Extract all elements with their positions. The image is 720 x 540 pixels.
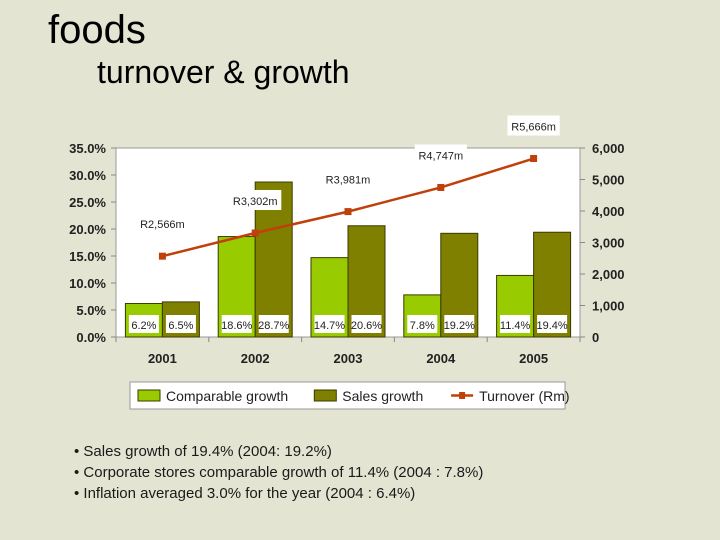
right-axis-tick-label: 0	[592, 330, 599, 345]
right-axis-tick-label: 4,000	[592, 204, 625, 219]
turnover-label-box	[507, 115, 560, 136]
turnover-data-label: R2,566m	[140, 219, 185, 231]
slide-title: foods	[48, 8, 146, 52]
data-label-box	[258, 315, 289, 333]
slide-subtitle: turnover & growth	[97, 54, 350, 90]
left-axis-tick-label: 15.0%	[69, 249, 106, 264]
right-axis-tick-label: 3,000	[592, 236, 625, 251]
turnover-label-box	[321, 168, 375, 189]
data-label-box	[351, 315, 382, 333]
bullet-item: • Sales growth of 19.4% (2004: 19.2%)	[74, 443, 332, 460]
bullet-item: • Corporate stores comparable growth of …	[74, 464, 484, 481]
x-axis-tick-label: 2002	[241, 351, 270, 366]
legend-marker	[459, 392, 466, 399]
data-label: 6.5%	[168, 320, 193, 332]
data-label-box	[221, 315, 252, 333]
data-label-box	[407, 315, 438, 333]
data-label-box	[314, 315, 345, 333]
turnover-data-label: R3,981m	[326, 175, 371, 187]
left-axis-tick-label: 0.0%	[76, 330, 106, 345]
turnover-marker	[344, 208, 352, 216]
data-label: 7.8%	[410, 320, 435, 332]
legend-label: Comparable growth	[166, 388, 288, 404]
x-axis-tick-label: 2005	[519, 351, 548, 366]
data-label: 20.6%	[351, 320, 382, 332]
turnover-marker	[251, 229, 259, 237]
left-axis-tick-label: 10.0%	[69, 276, 106, 291]
left-axis-tick-label: 25.0%	[69, 195, 106, 210]
data-label-box	[128, 315, 159, 333]
data-label-box	[500, 315, 531, 333]
turnover-marker	[158, 252, 166, 260]
right-axis-tick-label: 1,000	[592, 299, 625, 314]
data-label: 28.7%	[258, 320, 289, 332]
turnover-marker	[530, 155, 538, 163]
x-axis-tick-label: 2001	[148, 351, 177, 366]
legend-label: Turnover (Rm)	[479, 388, 569, 404]
x-axis-tick-label: 2004	[426, 351, 456, 366]
turnover-data-label: R5,666m	[511, 122, 556, 134]
data-label: 19.2%	[444, 320, 475, 332]
data-label: 19.4%	[536, 320, 567, 332]
data-label-box	[165, 315, 196, 333]
legend-swatch	[137, 389, 161, 402]
data-label: 6.2%	[131, 320, 156, 332]
right-axis-tick-label: 6,000	[592, 141, 625, 156]
data-label: 11.4%	[500, 320, 531, 332]
left-axis-tick-label: 5.0%	[76, 303, 106, 318]
turnover-label-box	[229, 189, 282, 210]
turnover-label-box	[136, 213, 189, 234]
right-axis-tick-label: 5,000	[592, 173, 625, 188]
data-label: 18.6%	[221, 320, 252, 332]
left-axis-tick-label: 35.0%	[69, 141, 106, 156]
left-axis-tick-label: 20.0%	[69, 222, 106, 237]
legend-swatch	[313, 389, 337, 402]
data-label: 14.7%	[314, 320, 345, 332]
turnover-data-label: R4,747m	[418, 150, 463, 162]
legend-label: Sales growth	[342, 388, 423, 404]
legend	[129, 381, 566, 410]
data-label-box	[537, 315, 568, 333]
data-label-box	[444, 315, 475, 333]
bullet-list: • Sales growth of 19.4% (2004: 19.2%) • …	[74, 441, 494, 504]
turnover-label-box	[414, 144, 467, 165]
turnover-marker	[437, 183, 445, 191]
right-axis-tick-label: 2,000	[592, 267, 625, 282]
bullet-item: • Inflation averaged 3.0% for the year (…	[74, 485, 416, 502]
turnover-data-label: R3,302m	[233, 196, 278, 208]
x-axis-tick-label: 2003	[334, 351, 363, 366]
left-axis-tick-label: 30.0%	[69, 168, 106, 183]
